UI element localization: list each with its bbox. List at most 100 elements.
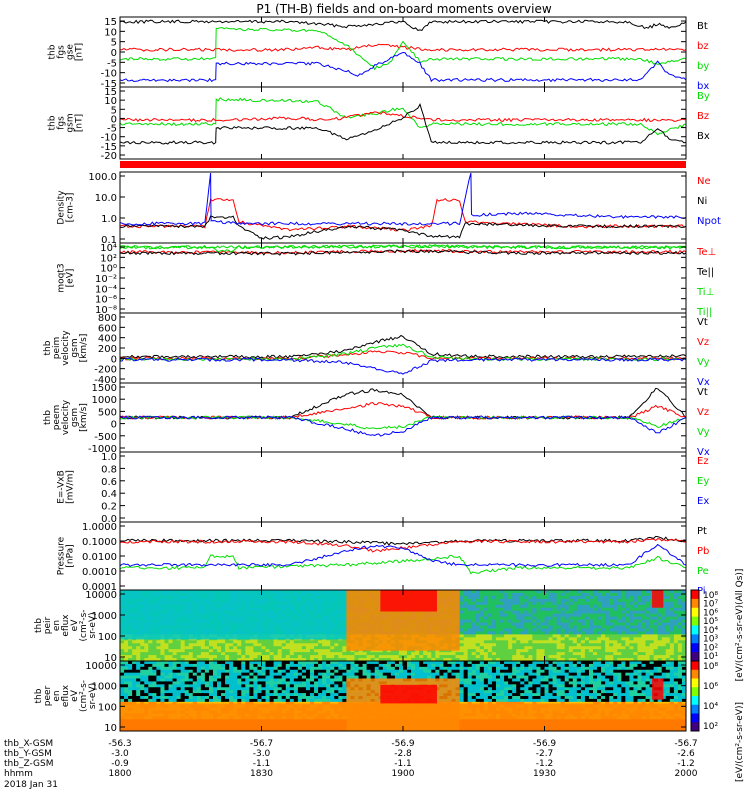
heatmap-cell bbox=[208, 652, 214, 656]
heatmap-cell bbox=[208, 678, 214, 682]
heatmap-cell bbox=[160, 652, 165, 656]
y-tick-label: 1000 bbox=[92, 611, 117, 622]
heatmap-cell bbox=[613, 622, 618, 626]
heatmap-cell bbox=[588, 631, 594, 635]
heatmap-cell bbox=[487, 622, 493, 626]
heatmap-cell bbox=[487, 610, 493, 614]
heatmap-cell bbox=[297, 684, 303, 688]
heatmap-cell bbox=[508, 590, 513, 594]
heatmap-cell bbox=[144, 669, 149, 673]
heatmap-cell bbox=[536, 652, 541, 656]
heatmap-cell bbox=[281, 684, 287, 688]
heatmap-cell bbox=[128, 655, 133, 659]
heatmap-cell bbox=[273, 640, 278, 644]
heatmap-cell bbox=[532, 598, 537, 603]
heatmap-cell bbox=[653, 655, 658, 659]
heatmap-cell bbox=[629, 619, 634, 623]
heatmap-cell bbox=[552, 637, 557, 641]
heatmap-cell bbox=[479, 646, 485, 650]
heatmap-cell bbox=[597, 601, 602, 606]
heatmap-cell bbox=[184, 649, 190, 653]
heatmap-cell bbox=[277, 652, 283, 656]
heatmap-cell bbox=[156, 687, 161, 691]
heatmap-cell bbox=[293, 669, 299, 673]
heatmap-cell bbox=[245, 643, 250, 647]
heatmap-cell bbox=[500, 658, 505, 662]
heatmap-cell bbox=[560, 622, 566, 626]
heatmap-cell bbox=[208, 658, 214, 662]
heatmap-cell bbox=[645, 595, 650, 600]
heatmap-cell bbox=[322, 646, 327, 650]
heatmap-cell bbox=[621, 634, 626, 638]
heatmap-cell bbox=[120, 646, 125, 650]
heatmap-cell bbox=[544, 637, 549, 641]
heatmap-cell bbox=[144, 684, 149, 688]
heatmap-cell bbox=[637, 622, 642, 626]
heatmap-cell bbox=[649, 625, 654, 629]
heatmap-cell bbox=[124, 675, 129, 679]
heatmap-cell bbox=[184, 698, 190, 703]
heatmap-cell bbox=[196, 681, 202, 685]
heatmap-cell bbox=[277, 693, 283, 697]
heatmap-cell bbox=[588, 649, 594, 653]
heatmap-cell bbox=[552, 631, 557, 635]
heatmap-cell bbox=[241, 666, 246, 671]
heatmap-cell bbox=[495, 658, 501, 662]
heatmap-cell bbox=[625, 592, 630, 597]
heatmap-cell bbox=[516, 625, 521, 629]
heatmap-cell bbox=[673, 625, 679, 629]
heatmap-cell bbox=[435, 652, 440, 656]
heatmap-cell bbox=[322, 652, 327, 656]
heatmap-cell bbox=[310, 666, 315, 671]
heatmap-cell bbox=[241, 646, 246, 650]
heatmap-cell bbox=[196, 698, 202, 703]
heatmap-cell bbox=[318, 681, 323, 685]
ylabel-fgs_gsm: thb fgs gsm [nT] bbox=[48, 113, 85, 132]
heatmap-cell bbox=[621, 601, 626, 606]
heatmap-cell bbox=[516, 646, 521, 650]
heatmap-cell bbox=[637, 658, 642, 662]
heatmap-cell bbox=[625, 655, 630, 659]
heatmap-cell bbox=[588, 628, 594, 632]
heatmap-cell bbox=[536, 601, 541, 606]
heatmap-cell bbox=[427, 649, 432, 653]
heatmap-cell bbox=[669, 640, 675, 644]
heatmap-cell bbox=[475, 601, 481, 606]
heatmap-cell bbox=[572, 592, 578, 597]
heatmap-cell bbox=[556, 604, 561, 609]
heatmap-cell bbox=[415, 652, 420, 656]
heatmap-cell bbox=[540, 616, 545, 620]
heatmap-cell bbox=[253, 640, 258, 644]
heatmap-cell bbox=[455, 652, 460, 656]
heatmap-cell bbox=[318, 687, 323, 691]
heatmap-cell bbox=[613, 607, 618, 612]
heatmap-cell bbox=[164, 661, 169, 665]
heatmap-cell bbox=[491, 631, 497, 635]
heatmap-cell bbox=[491, 613, 497, 617]
heatmap-cell bbox=[459, 598, 464, 603]
heatmap-cell bbox=[318, 696, 323, 700]
heatmap-cell bbox=[120, 693, 125, 697]
heatmap-cell bbox=[314, 663, 319, 668]
heatmap-cell bbox=[257, 684, 262, 688]
heatmap-cell bbox=[265, 640, 270, 644]
heatmap-cell bbox=[354, 649, 359, 653]
heatmap-cell bbox=[217, 687, 222, 691]
heatmap-cell bbox=[132, 666, 137, 671]
heatmap-cell bbox=[601, 658, 606, 662]
heatmap-cell bbox=[233, 655, 238, 659]
heatmap-cell bbox=[524, 628, 529, 632]
heatmap-cell bbox=[593, 607, 598, 612]
heatmap-cell bbox=[257, 649, 262, 653]
heatmap-cell bbox=[314, 658, 319, 662]
heatmap-cell bbox=[641, 643, 646, 647]
heatmap-cell bbox=[269, 649, 274, 653]
heatmap-cell bbox=[140, 643, 145, 647]
heatmap-cell bbox=[625, 616, 630, 620]
heatmap-cell bbox=[621, 590, 626, 594]
heatmap-cell bbox=[475, 619, 481, 623]
heatmap-cell bbox=[601, 643, 606, 647]
heatmap-cell bbox=[196, 687, 202, 691]
heatmap-cell bbox=[621, 652, 626, 656]
heatmap-cell bbox=[459, 634, 464, 638]
